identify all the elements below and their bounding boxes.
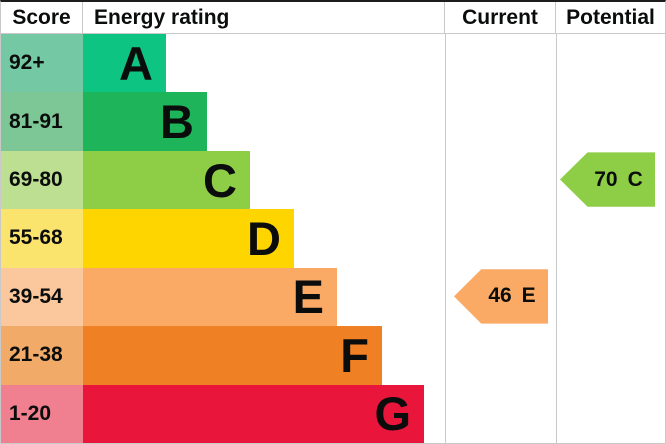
score-range-cell: 81-91 (1, 92, 83, 151)
current-column: 46 E (445, 34, 556, 443)
rating-letter: B (160, 95, 194, 149)
rating-bar: C (83, 150, 250, 210)
score-range-cell: 55-68 (1, 209, 83, 268)
rating-letter: F (340, 328, 369, 382)
epc-header-row: Score Energy rating Current Potential (1, 2, 665, 34)
rating-band-row: 92+ A (1, 34, 445, 93)
score-range-cell: 92+ (1, 34, 83, 93)
rating-bar: F (83, 326, 382, 385)
current-rating-arrow: 46 E (454, 269, 548, 324)
rating-letter: E (292, 270, 324, 324)
rating-letter: G (374, 387, 411, 441)
score-range-cell: 69-80 (1, 150, 83, 210)
rating-band-row: 1-20 G (1, 384, 445, 443)
potential-rating-arrow: 70 C (560, 152, 655, 207)
rating-band-row: 69-80 C (1, 150, 445, 210)
rating-band-row: 21-38 F (1, 326, 445, 385)
rating-arrow-value: 70 (594, 167, 618, 191)
rating-arrow-letter: C (627, 167, 643, 191)
score-column-header: Score (1, 2, 83, 33)
rating-letter: D (247, 211, 281, 265)
score-range-cell: 1-20 (1, 384, 83, 443)
rating-letter: A (119, 36, 153, 90)
rating-bar: G (83, 384, 424, 443)
rating-bands: 92+ A 81-91 B 69-80 C 55-68 D 39-54 E 21… (1, 34, 445, 443)
score-range-cell: 39-54 (1, 267, 83, 327)
current-column-header: Current (444, 2, 555, 33)
rating-bar: A (83, 34, 166, 93)
rating-bar: B (83, 92, 207, 151)
potential-column: 70 C (556, 34, 665, 443)
energy-rating-column-header: Energy rating (94, 5, 230, 29)
rating-band-row: 39-54 E (1, 267, 445, 327)
rating-arrow-value: 46 (488, 284, 512, 308)
rating-bar: E (83, 267, 337, 327)
potential-column-header: Potential (555, 2, 665, 33)
rating-bar: D (83, 209, 294, 268)
score-range-cell: 21-38 (1, 326, 83, 385)
rating-band-row: 55-68 D (1, 209, 445, 268)
rating-band-row: 81-91 B (1, 92, 445, 151)
epc-chart-body: 92+ A 81-91 B 69-80 C 55-68 D 39-54 E 21… (1, 34, 665, 443)
rating-letter: C (203, 153, 237, 207)
rating-arrow-letter: E (521, 284, 536, 308)
